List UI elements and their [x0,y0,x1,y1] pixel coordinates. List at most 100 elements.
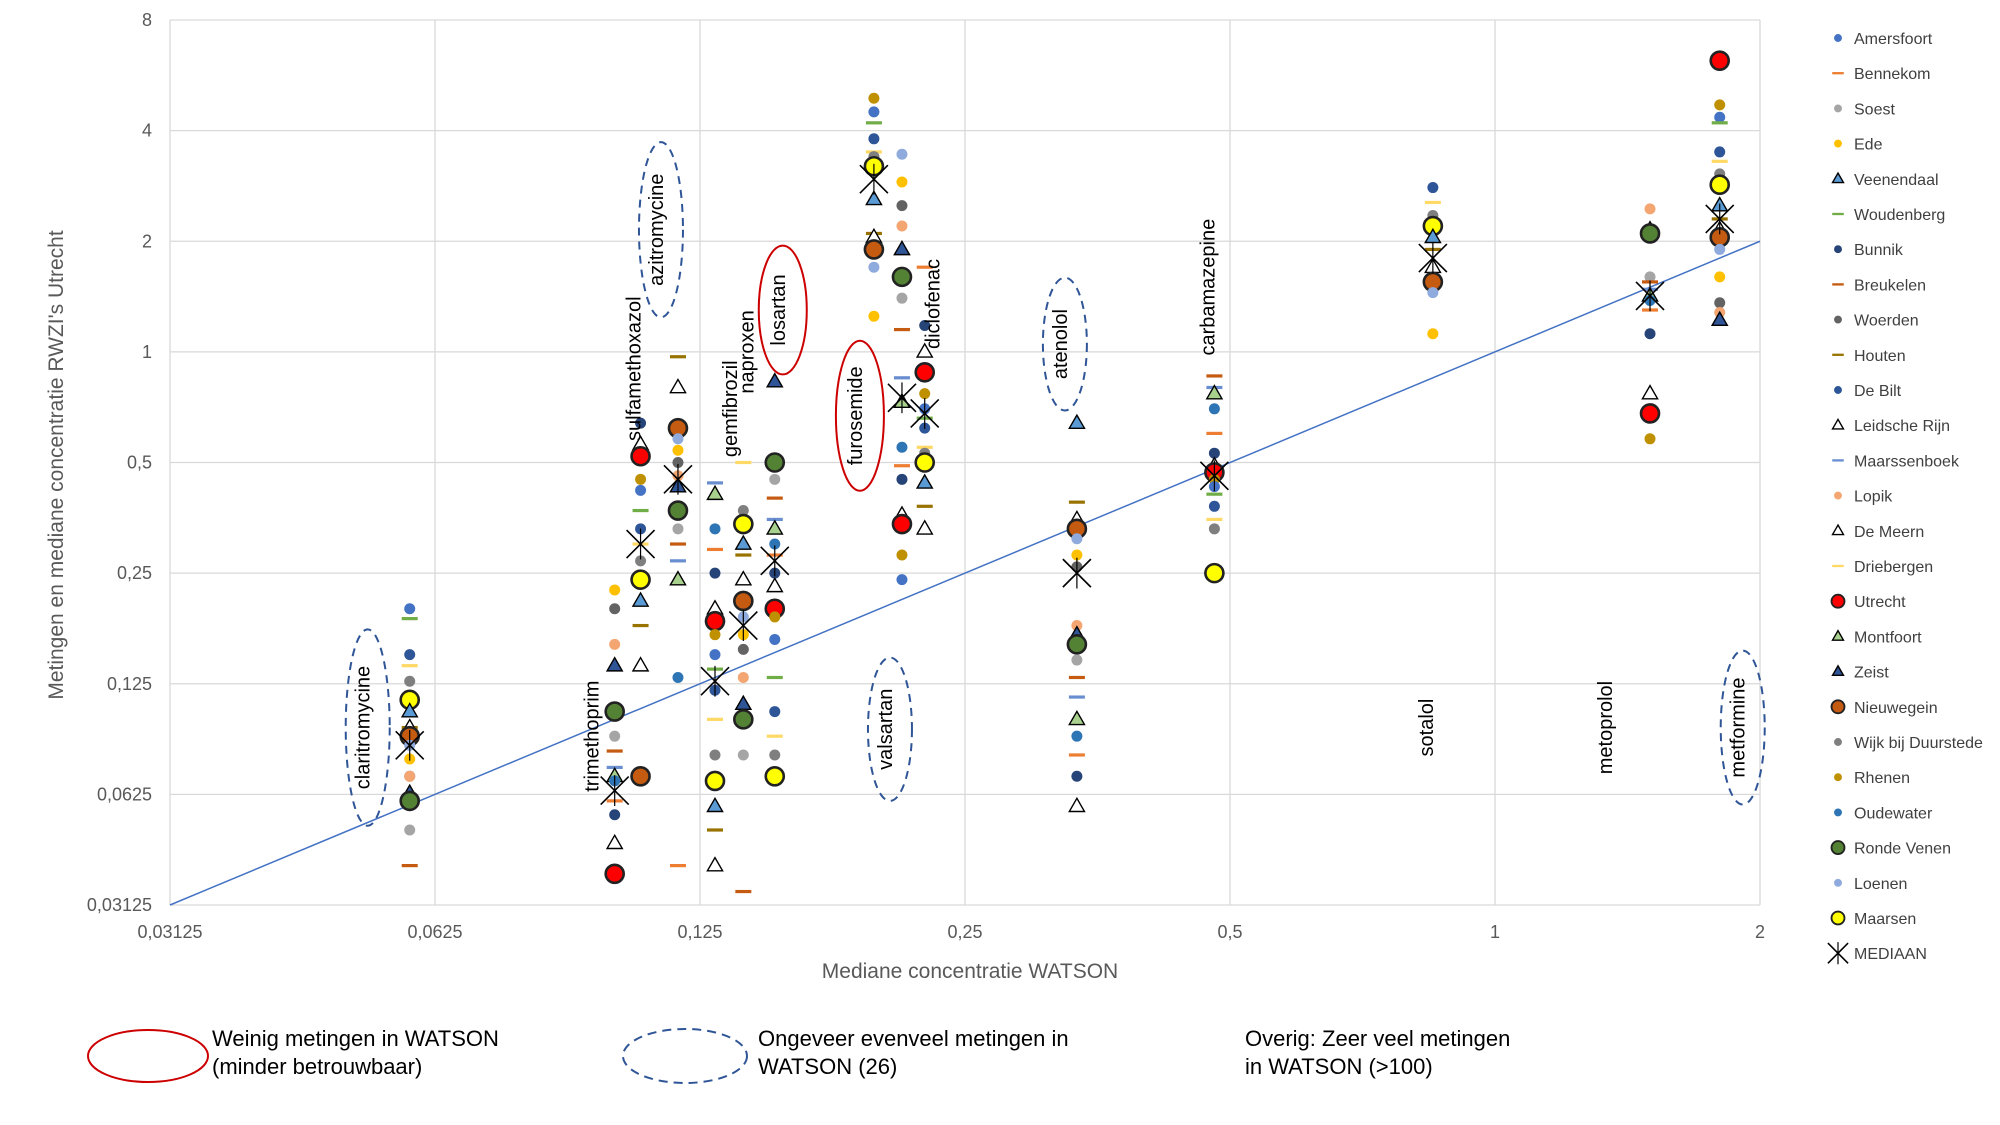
data-point [1206,517,1223,522]
substance-labels: claritromycine trimethoprim sulfamethoxazo… [353,174,1750,792]
data-point [1068,413,1086,430]
median-marker [663,463,693,495]
legend-label: Driebergen [1854,559,1933,576]
legend-label: Leidsche Rijn [1854,418,1950,435]
data-point [609,584,621,596]
note-similar-ellipse [622,1028,748,1084]
legend-marker [1834,738,1842,746]
legend-label: MEDIAAN [1854,946,1927,963]
legend-marker [1834,34,1842,42]
similar-measurements-ellipse [1719,649,1766,806]
data-point [669,864,686,868]
y-tick-label: 0,25 [117,563,152,583]
data-point [1205,384,1224,400]
axis-ticks: 0,03125 0,0625 0,125 0,25 0,5 1 2 0,03125 0,0625… [87,10,1765,942]
legend: Amersfoort Bennekom Soest Ede Veenendaal Woud… [1827,31,1983,965]
legend-item: Montfoort [1831,629,1922,646]
data-point [915,473,934,489]
data-point [635,417,647,429]
legend-label: Breukelen [1854,277,1926,294]
data-point [915,342,934,358]
substance-label: atenolol [1050,309,1072,379]
data-point [1709,174,1731,196]
data-point [896,549,908,561]
data-point [1206,374,1223,378]
y-axis-title: Metingen en mediane concentratie RWZI's … [45,230,68,700]
legend-marker [1832,353,1844,356]
substance-label: trimethoprim [582,681,604,792]
data-point [769,633,781,645]
data-point [672,433,684,445]
legend-label: Wijk bij Duurstede [1854,735,1983,752]
data-point [769,706,781,718]
median-marker [700,665,730,697]
data-point [1068,709,1086,726]
data-point [1427,182,1439,194]
legend-item: Lopik [1834,489,1893,506]
data-point [896,574,908,586]
data-point [914,452,936,473]
data-point [868,106,880,118]
median-marker [395,729,425,761]
legend-marker [1832,459,1844,462]
data-point [631,656,650,672]
data-point [735,889,752,894]
data-point [733,513,754,535]
data-point [606,749,623,753]
legend-marker [1831,664,1845,677]
data-point [1644,271,1656,283]
legend-label: Zeist [1854,665,1889,682]
legend-item: Wijk bij Duurstede [1834,735,1983,752]
data-point [868,261,880,273]
data-point [1714,243,1726,255]
legend-marker [1834,245,1842,254]
median-marker [1199,460,1229,492]
data-point [709,749,721,761]
data-point [630,569,651,590]
data-point [733,709,754,730]
median-marker [910,398,940,429]
median-marker [1705,203,1735,235]
y-tick-label: 0,125 [107,674,152,694]
data-point [1071,549,1083,561]
data-point [706,796,724,813]
legend-marker [1834,491,1842,500]
data-point [769,749,781,761]
data-point [915,519,934,535]
data-point [1071,730,1083,742]
legend-item: Woerden [1834,313,1919,330]
data-point [706,828,723,832]
legend-label: Oudewater [1854,805,1933,822]
legend-item: Zeist [1831,664,1889,682]
data-point [919,388,931,400]
data-point [769,611,781,623]
legend-marker [1831,629,1845,641]
data-point [404,603,416,615]
data-point [1427,328,1439,340]
data-point [1208,447,1220,459]
data-point [1071,654,1083,666]
data-point [401,864,418,868]
legend-item: Rhenen [1834,770,1910,787]
data-point [709,629,721,641]
data-point [1639,223,1661,244]
data-point [769,473,781,485]
x-tick-label: 0,03125 [137,922,202,942]
data-point [399,790,421,812]
substance-label: gemfibrozil [720,360,742,457]
legend-item: Utrecht [1830,593,1906,611]
median-marker [1635,280,1665,312]
note-similar-text: Ongeveer evenveel metingen in WATSON (26… [758,1026,1069,1079]
legend-marker [1832,564,1844,568]
data-point [1068,753,1085,757]
data-point [709,649,721,661]
legend-label: De Meern [1854,524,1924,541]
data-point [737,505,749,517]
legend-label: Woerden [1854,313,1919,330]
legend-marker [1830,840,1846,856]
data-point [669,542,686,546]
data-point [669,559,686,563]
data-point [1071,770,1083,782]
median-marker [1418,242,1448,274]
data-point [604,701,625,722]
